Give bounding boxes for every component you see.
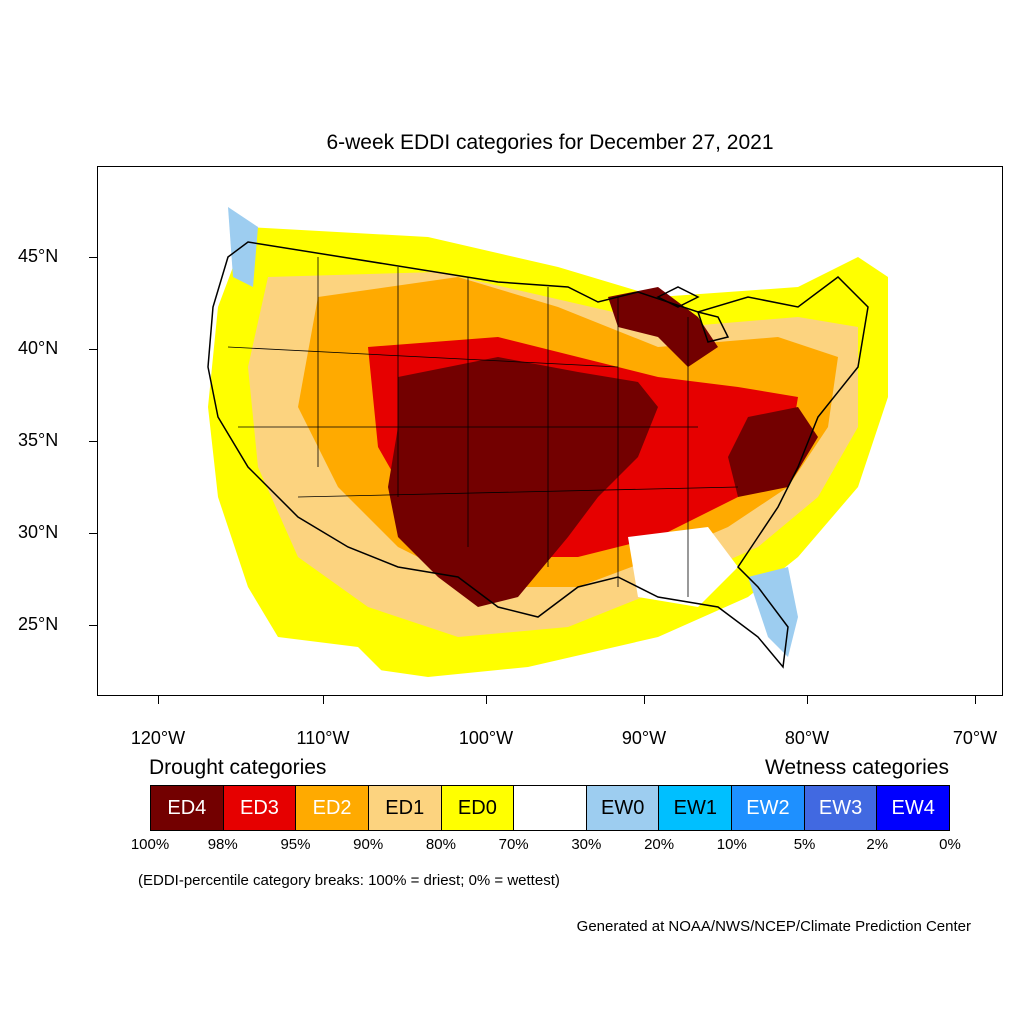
credit-text: Generated at NOAA/NWS/NCEP/Climate Predi… [576, 918, 971, 935]
lon-tick-90: 90°W [621, 728, 667, 748]
region-ew-florida [748, 567, 798, 657]
legend-cell-neutral [514, 786, 587, 830]
lat-tickmark [89, 533, 97, 534]
region-white-se [628, 527, 738, 607]
lat-tickmark [89, 257, 97, 258]
wetness-categories-title: Wetness categories [764, 756, 949, 779]
legend-break-label: 95% [280, 836, 311, 853]
lat-tickmark [89, 441, 97, 442]
lat-tick-45: 45°N [18, 246, 59, 266]
legend-break-label: 10% [716, 836, 747, 853]
legend-cell-ew4: EW4 [877, 786, 950, 830]
drought-categories-title: Drought categories [149, 756, 327, 779]
lon-tickmark [975, 696, 976, 704]
legend-break-label: 0% [939, 836, 961, 853]
lat-tickmark [89, 625, 97, 626]
lon-tickmark [323, 696, 324, 704]
coastline [207, 241, 869, 669]
lat-tick-25: 25°N [18, 614, 59, 634]
legend-break-label: 98% [207, 836, 238, 853]
legend-break-label: 5% [793, 836, 816, 853]
lat-tickmark [89, 349, 97, 350]
legend-cell-ed0: ED0 [441, 786, 515, 830]
legend-break-label: 80% [425, 836, 456, 853]
legend-cell-ed1: ED1 [368, 786, 442, 830]
legend-cell-ew3: EW3 [804, 786, 878, 830]
lon-tickmark [807, 696, 808, 704]
category-note: (EDDI-percentile category breaks: 100% =… [138, 872, 560, 889]
legend-break-label: 2% [866, 836, 889, 853]
legend-break-label: 90% [353, 836, 384, 853]
lon-tickmark [644, 696, 645, 704]
lat-tick-35: 35°N [18, 430, 59, 450]
legend-break-label: 70% [498, 836, 529, 853]
lat-tick-30: 30°N [18, 522, 59, 542]
region-white-mexico [278, 637, 398, 687]
lon-tick-120: 120°W [130, 728, 186, 748]
lon-tick-110: 110°W [296, 728, 350, 748]
lat-tick-40: 40°N [18, 338, 59, 358]
legend-cell-ed3: ED3 [223, 786, 297, 830]
lon-tick-100: 100°W [458, 728, 514, 748]
map-area [97, 166, 1003, 696]
lon-tickmark [158, 696, 159, 704]
legend-cell-ed2: ED2 [296, 786, 369, 830]
legend-cell-ed4: ED4 [151, 786, 224, 830]
region-ed4-east [728, 407, 818, 497]
legend-break-label: 30% [571, 836, 602, 853]
legend-color-bar: ED4 ED3 ED2 ED1 ED0 EW0 EW1 EW2 EW3 EW4 [150, 785, 950, 831]
legend-break-label: 20% [644, 836, 675, 853]
region-greatlakes [608, 287, 718, 367]
legend-cell-ew2: EW2 [732, 786, 805, 830]
region-ed4 [388, 357, 658, 607]
region-ew-pacnw [228, 207, 258, 287]
legend-cell-ew1: EW1 [659, 786, 733, 830]
lon-tick-70: 70°W [952, 728, 998, 748]
lon-tickmark [486, 696, 487, 704]
state-borders [227, 257, 739, 597]
legend-break-label: 100% [130, 836, 170, 853]
map-title: 6-week EDDI categories for December 27, … [326, 131, 774, 154]
eddi-map [207, 207, 888, 687]
legend-cell-ew0: EW0 [586, 786, 660, 830]
lon-tick-80: 80°W [784, 728, 830, 748]
